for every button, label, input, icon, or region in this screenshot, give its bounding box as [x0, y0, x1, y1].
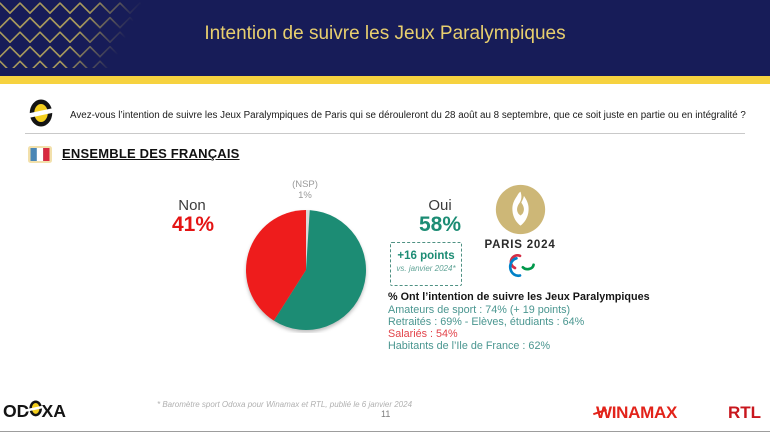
- svg-text:XA: XA: [42, 401, 67, 421]
